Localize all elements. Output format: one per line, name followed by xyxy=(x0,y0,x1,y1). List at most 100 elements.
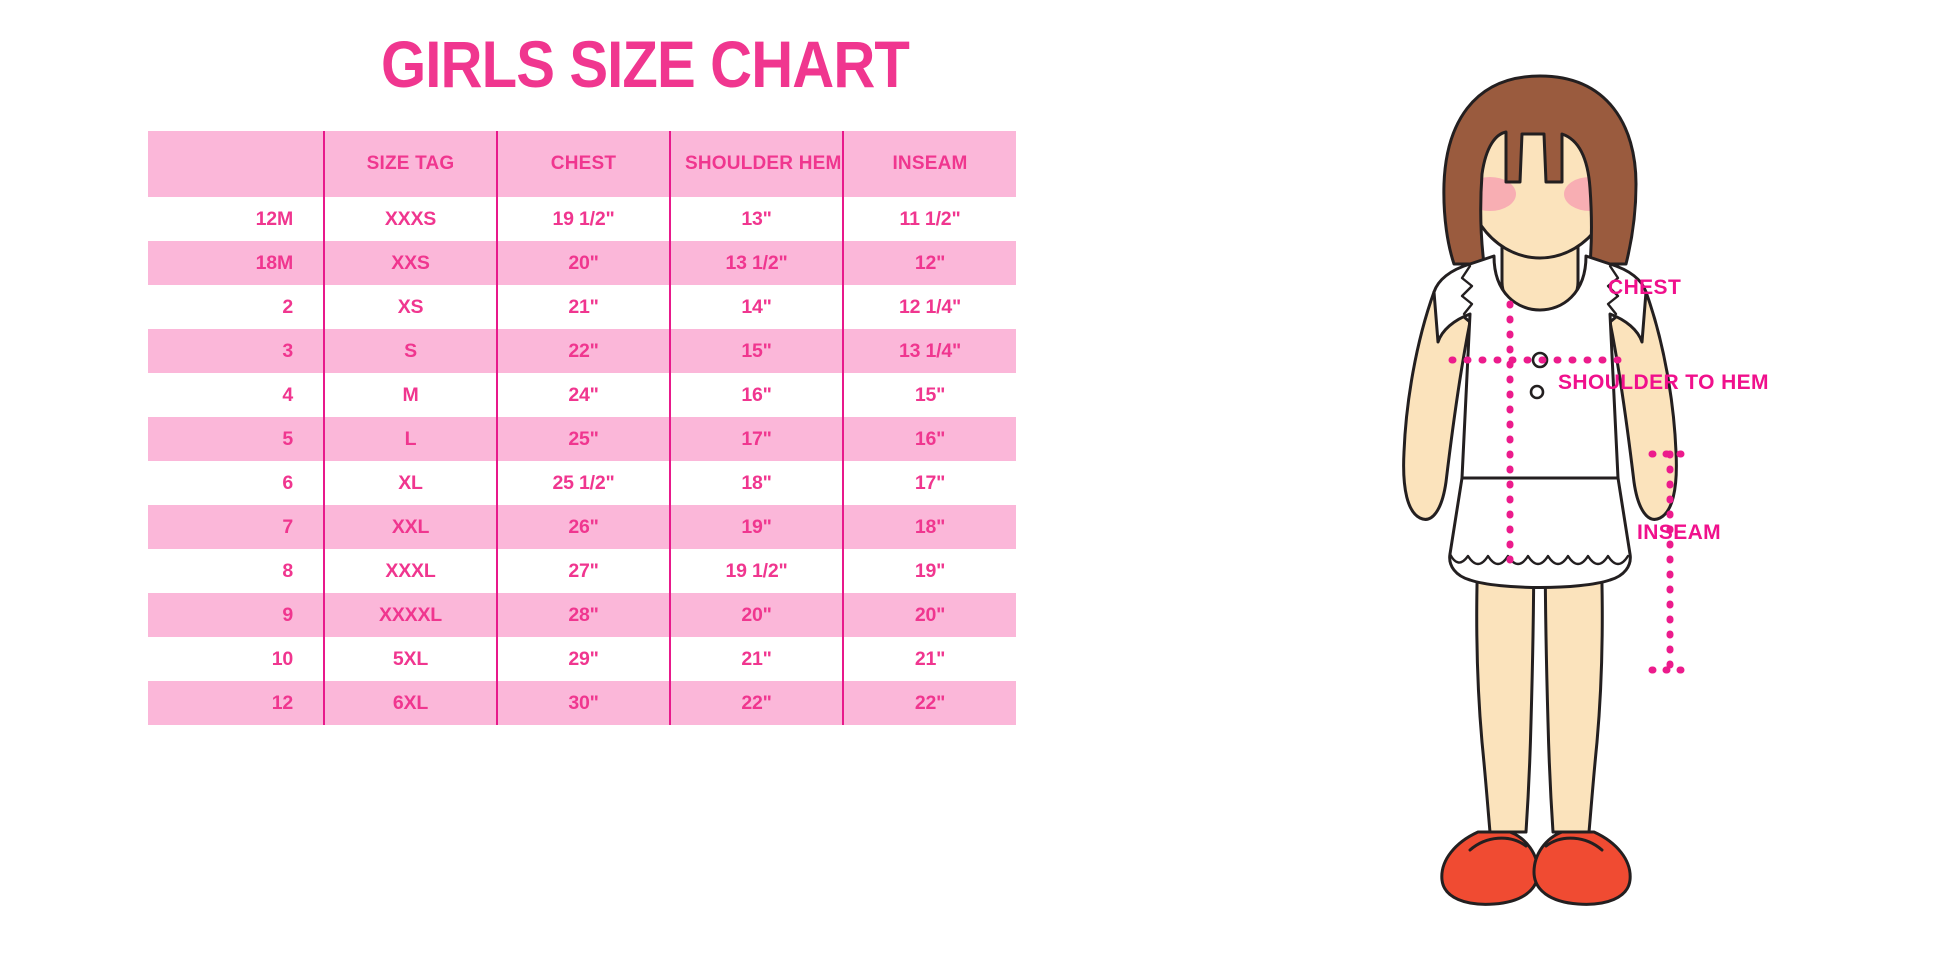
cell-chest: 29" xyxy=(496,637,670,681)
header-shoulder-hem: SHOULDER HEM xyxy=(669,131,843,197)
cell-inseam: 22" xyxy=(842,681,1016,725)
cell-chest: 22" xyxy=(496,329,670,373)
table-row: 6 XL 25 1/2" 18" 17" xyxy=(148,461,1016,505)
cell-size: 9 xyxy=(148,593,324,637)
skirt-ruffle-hem xyxy=(1448,552,1630,566)
cell-chest: 25" xyxy=(496,417,670,461)
cell-size: 6 xyxy=(148,461,324,505)
ruffle-right xyxy=(1606,264,1620,316)
right-arm xyxy=(1608,290,1678,521)
cell-chest: 19 1/2" xyxy=(496,197,670,241)
table-row: 7 XXL 26" 19" 18" xyxy=(148,505,1016,549)
size-table: SIZE TAG CHEST SHOULDER HEM INSEAM 12M XX… xyxy=(148,131,1016,725)
cell-size-tag: XXXXL xyxy=(323,593,497,637)
header-chest: CHEST xyxy=(496,131,670,197)
cell-shoulder-hem: 20" xyxy=(669,593,843,637)
cell-inseam: 19" xyxy=(842,549,1016,593)
cell-chest: 20" xyxy=(496,241,670,285)
cell-size: 3 xyxy=(148,329,324,373)
girl-figure-illustration xyxy=(1330,42,1750,942)
callout-chest: CHEST xyxy=(1608,276,1682,299)
table-row: 5 L 25" 17" 16" xyxy=(148,417,1016,461)
cell-size-tag: XXL xyxy=(323,505,497,549)
cell-inseam: 17" xyxy=(842,461,1016,505)
callout-shoulder-to-hem: SHOULDER TO HEM xyxy=(1558,371,1769,394)
cell-size-tag: S xyxy=(323,329,497,373)
cell-size: 10 xyxy=(148,637,324,681)
cell-size: 4 xyxy=(148,373,324,417)
table-row: 10 5XL 29" 21" 21" xyxy=(148,637,1016,681)
cell-size-tag: XXXS xyxy=(323,197,497,241)
cell-chest: 30" xyxy=(496,681,670,725)
ruffle-left xyxy=(1460,264,1474,316)
table-row: 2 XS 21" 14" 12 1/4" xyxy=(148,285,1016,329)
cell-size: 2 xyxy=(148,285,324,329)
cell-inseam: 21" xyxy=(842,637,1016,681)
right-shoe-strap xyxy=(1544,836,1604,852)
cell-chest: 21" xyxy=(496,285,670,329)
header-size xyxy=(148,131,324,197)
cell-size: 12M xyxy=(148,197,324,241)
table-row: 9 XXXXL 28" 20" 20" xyxy=(148,593,1016,637)
cell-shoulder-hem: 22" xyxy=(669,681,843,725)
cell-chest: 26" xyxy=(496,505,670,549)
table-row: 4 M 24" 16" 15" xyxy=(148,373,1016,417)
left-shoe xyxy=(1440,830,1540,906)
cell-size: 12 xyxy=(148,681,324,725)
size-table-body: 12M XXXS 19 1/2" 13" 11 1/2" 18M XXS 20" 13 1/2"… xyxy=(148,197,1016,725)
cell-size: 7 xyxy=(148,505,324,549)
table-row: 8 XXXL 27" 19 1/2" 19" xyxy=(148,549,1016,593)
size-table-container: SIZE TAG CHEST SHOULDER HEM INSEAM 12M XX… xyxy=(148,131,1016,725)
table-header-row: SIZE TAG CHEST SHOULDER HEM INSEAM xyxy=(148,131,1016,197)
cell-shoulder-hem: 13" xyxy=(669,197,843,241)
cell-size-tag: 5XL xyxy=(323,637,497,681)
cell-chest: 28" xyxy=(496,593,670,637)
cell-chest: 24" xyxy=(496,373,670,417)
cell-size-tag: L xyxy=(323,417,497,461)
cell-shoulder-hem: 16" xyxy=(669,373,843,417)
left-arm xyxy=(1402,290,1472,521)
right-shoe xyxy=(1532,830,1632,906)
cell-size: 18M xyxy=(148,241,324,285)
cell-shoulder-hem: 13 1/2" xyxy=(669,241,843,285)
callout-inseam: INSEAM xyxy=(1637,521,1722,544)
table-row: 12 6XL 30" 22" 22" xyxy=(148,681,1016,725)
page-title: GIRLS SIZE CHART xyxy=(380,27,910,101)
cell-shoulder-hem: 17" xyxy=(669,417,843,461)
cell-inseam: 11 1/2" xyxy=(842,197,1016,241)
cell-inseam: 20" xyxy=(842,593,1016,637)
girl-figure-svg xyxy=(1402,74,1692,906)
cell-inseam: 15" xyxy=(842,373,1016,417)
cell-shoulder-hem: 15" xyxy=(669,329,843,373)
cell-inseam: 12 1/4" xyxy=(842,285,1016,329)
cell-size-tag: XXXL xyxy=(323,549,497,593)
cell-inseam: 12" xyxy=(842,241,1016,285)
header-inseam: INSEAM xyxy=(842,131,1016,197)
cell-inseam: 13 1/4" xyxy=(842,329,1016,373)
hair xyxy=(1442,74,1638,266)
cell-inseam: 18" xyxy=(842,505,1016,549)
cell-size-tag: XL xyxy=(323,461,497,505)
cell-chest: 25 1/2" xyxy=(496,461,670,505)
cell-inseam: 16" xyxy=(842,417,1016,461)
cell-size: 8 xyxy=(148,549,324,593)
cell-shoulder-hem: 19" xyxy=(669,505,843,549)
cell-shoulder-hem: 14" xyxy=(669,285,843,329)
cell-size: 5 xyxy=(148,417,324,461)
skirt xyxy=(1448,476,1632,589)
cell-shoulder-hem: 19 1/2" xyxy=(669,549,843,593)
cell-size-tag: M xyxy=(323,373,497,417)
table-row: 18M XXS 20" 13 1/2" 12" xyxy=(148,241,1016,285)
table-row: 12M XXXS 19 1/2" 13" 11 1/2" xyxy=(148,197,1016,241)
cell-shoulder-hem: 18" xyxy=(669,461,843,505)
cell-size-tag: XS xyxy=(323,285,497,329)
cell-chest: 27" xyxy=(496,549,670,593)
left-shoe-strap xyxy=(1468,836,1528,852)
button-lower xyxy=(1529,384,1545,400)
cell-size-tag: XXS xyxy=(323,241,497,285)
cell-shoulder-hem: 21" xyxy=(669,637,843,681)
cell-size-tag: 6XL xyxy=(323,681,497,725)
header-size-tag: SIZE TAG xyxy=(323,131,497,197)
table-row: 3 S 22" 15" 13 1/4" xyxy=(148,329,1016,373)
